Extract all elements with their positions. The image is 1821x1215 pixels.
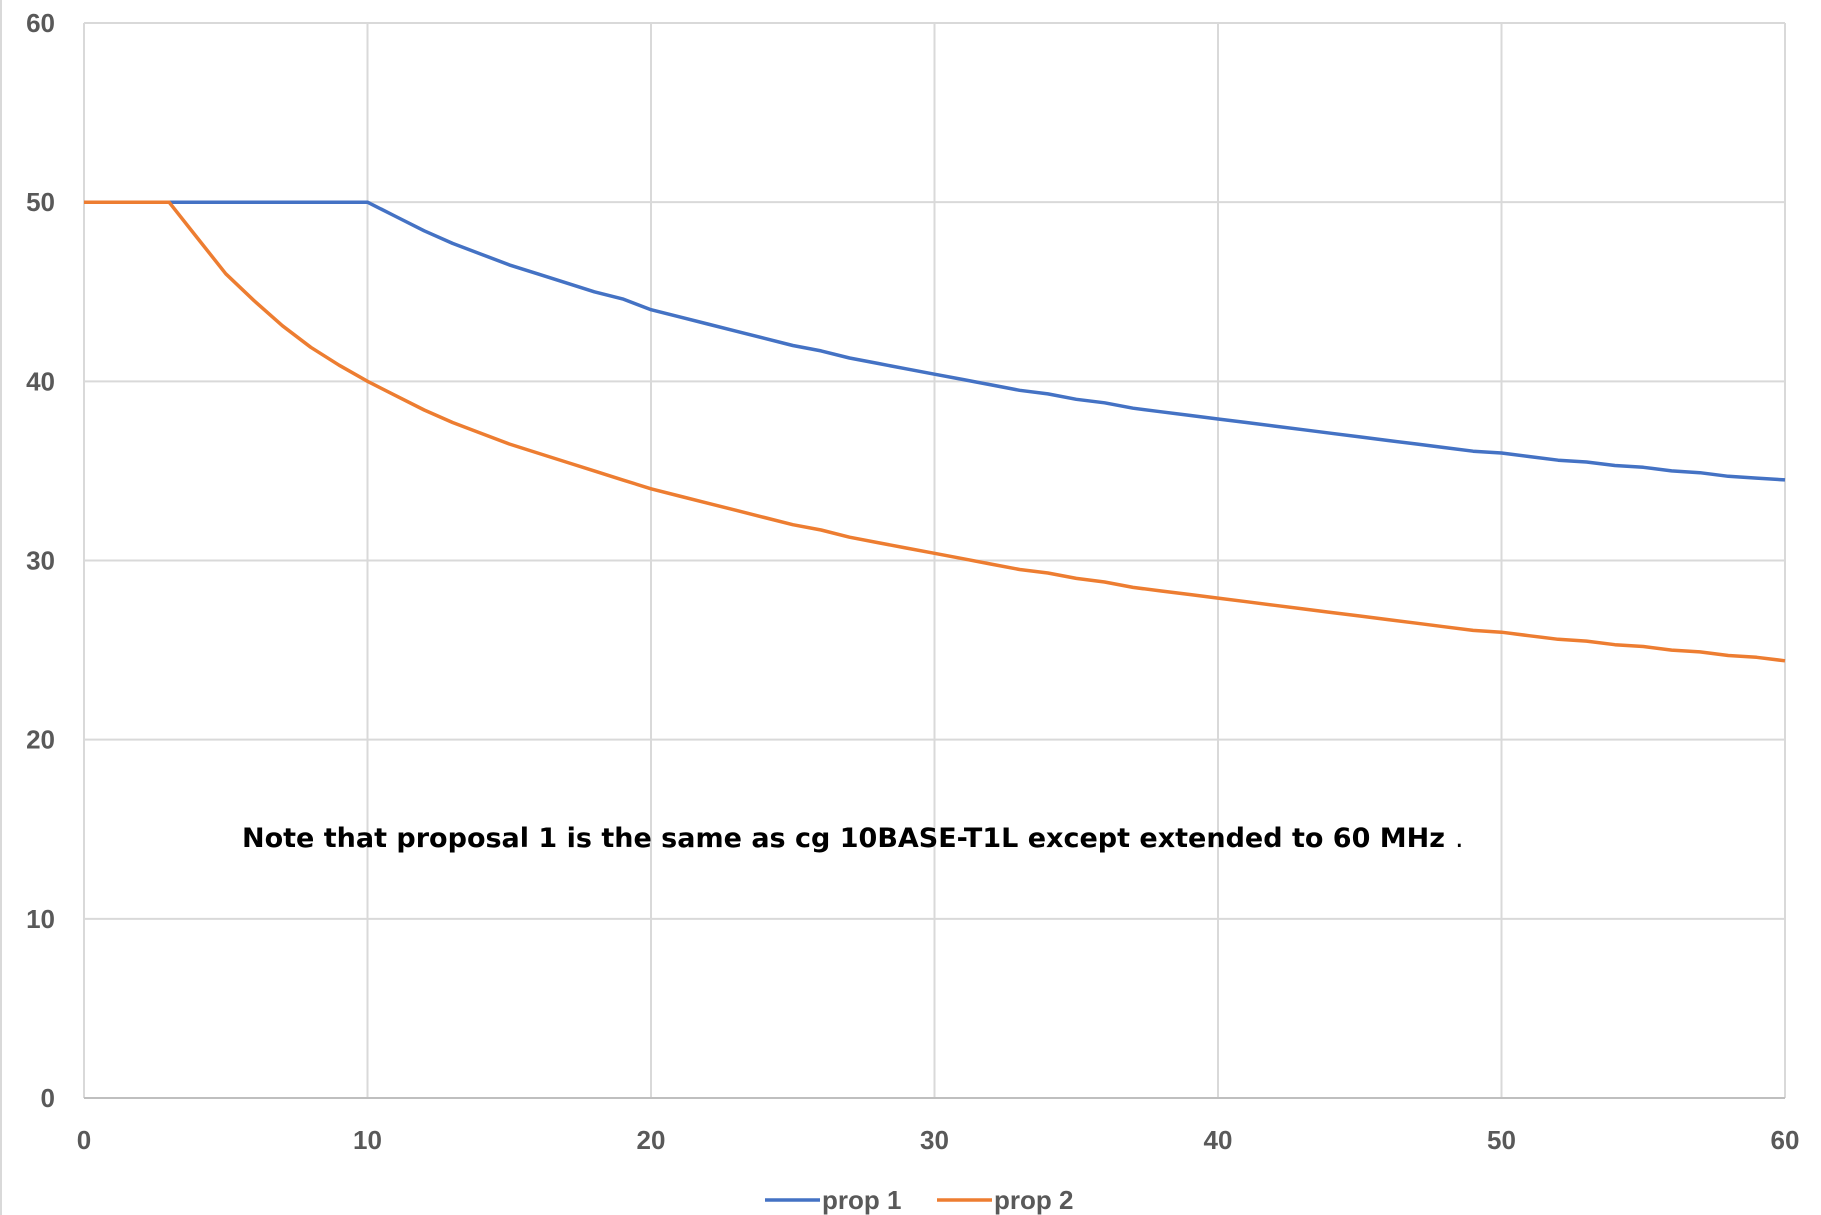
x-tick-label: 40	[1204, 1125, 1233, 1155]
x-tick-label: 50	[1487, 1125, 1516, 1155]
series-lines	[84, 200, 1786, 663]
y-tick-label: 60	[26, 8, 55, 38]
y-tick-label: 30	[26, 546, 55, 576]
grid-lines	[83, 22, 1786, 1098]
x-tick-label: 0	[77, 1125, 91, 1155]
y-tick-label: 10	[26, 904, 55, 934]
y-tick-label: 0	[41, 1083, 55, 1113]
x-tick-label: 30	[920, 1125, 949, 1155]
x-tick-label: 60	[1771, 1125, 1800, 1155]
tick-labels: 0 10 20 30 40 50 60 0 10 20 30 40 50 60	[26, 8, 1799, 1155]
y-tick-label: 50	[26, 187, 55, 217]
y-tick-label: 20	[26, 725, 55, 755]
series-line-2	[84, 200, 1786, 663]
y-tick-label: 40	[26, 366, 55, 396]
x-tick-label: 20	[637, 1125, 666, 1155]
legend-label: prop 1	[822, 1185, 901, 1215]
legend: prop 1 prop 2	[765, 1185, 1073, 1215]
chart-annotation: Note that proposal 1 is the same as cg 1…	[242, 823, 1445, 854]
series-line-1	[84, 200, 1786, 482]
x-tick-label: 10	[353, 1125, 382, 1155]
annotation-period: .	[1455, 823, 1464, 854]
legend-label: prop 2	[994, 1185, 1073, 1215]
